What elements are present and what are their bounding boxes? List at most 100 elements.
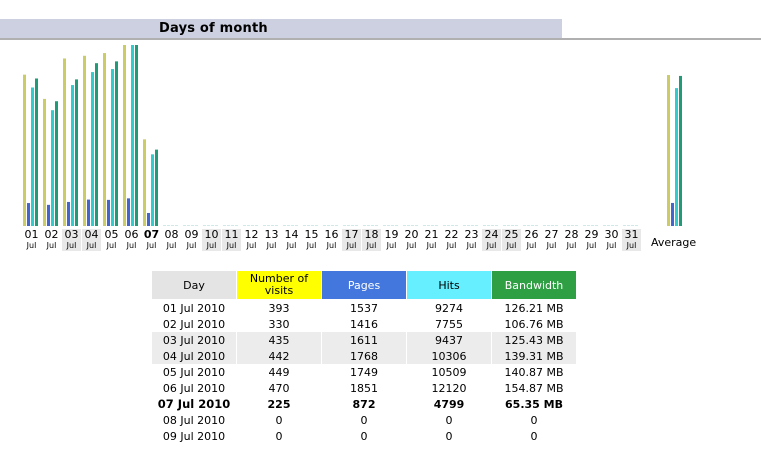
- bandwidth-bar: [275, 225, 278, 226]
- day-month: Jul: [506, 241, 517, 250]
- hits-bar: [71, 85, 74, 226]
- day-label: 17 Jul: [342, 229, 361, 251]
- visits-bar: [283, 225, 286, 226]
- day-label: 05 Jul: [102, 229, 121, 251]
- day-number: 05: [104, 228, 119, 241]
- visits-bar: [543, 225, 546, 226]
- day-label: 08 Jul: [162, 229, 181, 251]
- hits-bar: [51, 110, 54, 226]
- day-label: 06 Jul: [122, 229, 141, 251]
- hits-bar: [251, 225, 254, 226]
- visits-bar: [263, 225, 266, 226]
- hits-bar: [451, 225, 454, 226]
- day-number: 12: [244, 228, 259, 241]
- cell-bandwidth: 0: [491, 428, 577, 444]
- cell-bandwidth: 106.76 MB: [491, 316, 577, 332]
- day-month: Jul: [346, 241, 357, 250]
- hits-bar: [411, 225, 414, 226]
- pages-bar: [407, 225, 410, 226]
- visits-bar: [563, 225, 566, 226]
- bandwidth-bar: [595, 225, 598, 226]
- pages-bar: [27, 203, 30, 226]
- day-number: 31: [624, 228, 639, 241]
- day-label: 20 Jul: [402, 229, 421, 251]
- day-label: 11 Jul: [222, 229, 241, 251]
- cell-hits: 9274: [406, 299, 492, 316]
- hits-bar: [531, 225, 534, 226]
- cell-pages: 1537: [321, 299, 407, 316]
- hits-bar: [431, 225, 434, 226]
- cell-pages: 872: [321, 396, 407, 412]
- pages-bar: [567, 225, 570, 226]
- bandwidth-bar: [115, 61, 118, 227]
- day-month: Jul: [526, 241, 537, 250]
- hits-bar: [131, 45, 134, 226]
- pages-bar: [547, 225, 550, 226]
- visits-bar: [143, 139, 146, 226]
- bandwidth-bar: [255, 225, 258, 226]
- day-number: 24: [484, 228, 499, 241]
- bandwidth-bar: [435, 225, 438, 226]
- day-number: 29: [584, 228, 599, 241]
- pages-bar: [587, 225, 590, 226]
- cell-bandwidth: 125.43 MB: [491, 332, 577, 348]
- bandwidth-bar: [395, 225, 398, 226]
- visits-bar: [363, 225, 366, 226]
- pages-bar: [527, 225, 530, 226]
- day-number: 28: [564, 228, 579, 241]
- cell-day: 05 Jul 2010: [151, 364, 237, 380]
- pages-bar: [327, 225, 330, 226]
- day-month: Jul: [586, 241, 597, 250]
- day-month: Jul: [446, 241, 457, 250]
- cell-visits: 449: [236, 364, 322, 380]
- day-label: 13 Jul: [262, 229, 281, 251]
- day-number: 18: [364, 228, 379, 241]
- day-month: Jul: [406, 241, 417, 250]
- pages-bar: [67, 201, 70, 226]
- pages-bar: [447, 225, 450, 226]
- hits-bar: [331, 225, 334, 226]
- pages-bar: [107, 199, 110, 226]
- cell-visits: 435: [236, 332, 322, 348]
- bandwidth-bar: [335, 225, 338, 226]
- cell-hits: 0: [406, 412, 492, 428]
- day-label: 04 Jul: [82, 229, 101, 251]
- cell-visits: 470: [236, 380, 322, 396]
- bandwidth-bar: [635, 225, 638, 226]
- day-month: Jul: [106, 241, 117, 250]
- visits-bar: [163, 225, 166, 226]
- hits-bar: [191, 225, 194, 226]
- day-label: 16 Jul: [322, 229, 341, 251]
- day-month: Jul: [306, 241, 317, 250]
- hits-bar: [171, 225, 174, 226]
- hits-bar: [311, 225, 314, 226]
- bandwidth-bar: [475, 225, 478, 226]
- table-row: 09 Jul 2010 0 0 0 0: [151, 428, 577, 444]
- pages-bar: [467, 225, 470, 226]
- pages-bar: [47, 204, 50, 226]
- hits-bar: [271, 225, 274, 226]
- pages-bar: [427, 225, 430, 226]
- day-label: 29 Jul: [582, 229, 601, 251]
- cell-bandwidth: 65.35 MB: [491, 396, 577, 412]
- day-month: Jul: [226, 241, 237, 250]
- days-stats-table: Day Number of visits Pages Hits Bandwidt…: [151, 270, 577, 444]
- day-month: Jul: [386, 241, 397, 250]
- day-number: 13: [264, 228, 279, 241]
- day-number: 07: [143, 228, 160, 241]
- bandwidth-bar: [679, 75, 682, 227]
- visits-bar: [223, 225, 226, 226]
- col-header-visits: Number of visits: [236, 270, 322, 300]
- day-number: 08: [164, 228, 179, 241]
- hits-bar: [675, 88, 678, 226]
- visits-bar: [243, 225, 246, 226]
- cell-visits: 442: [236, 348, 322, 364]
- bandwidth-bar: [55, 101, 58, 226]
- hits-bar: [511, 225, 514, 226]
- pages-bar: [187, 225, 190, 226]
- cell-visits: 393: [236, 299, 322, 316]
- visits-bar: [203, 225, 206, 226]
- table-row: 06 Jul 2010 470 1851 12120 154.87 MB: [151, 380, 577, 396]
- cell-visits: 0: [236, 412, 322, 428]
- day-month: Jul: [426, 241, 437, 250]
